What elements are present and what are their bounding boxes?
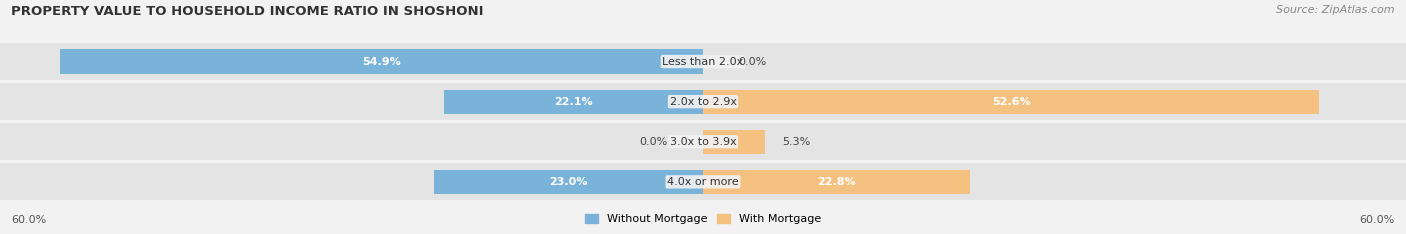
Bar — [703, 90, 1319, 114]
Text: 22.1%: 22.1% — [554, 97, 593, 107]
Text: 5.3%: 5.3% — [783, 137, 811, 147]
Text: 60.0%: 60.0% — [11, 215, 46, 225]
Text: Source: ZipAtlas.com: Source: ZipAtlas.com — [1277, 5, 1395, 15]
Bar — [703, 130, 765, 154]
Text: 2.0x to 2.9x: 2.0x to 2.9x — [669, 97, 737, 107]
Text: 23.0%: 23.0% — [550, 177, 588, 187]
Text: 4.0x or more: 4.0x or more — [668, 177, 738, 187]
Text: 54.9%: 54.9% — [361, 56, 401, 66]
Text: 22.8%: 22.8% — [817, 177, 856, 187]
Bar — [444, 90, 703, 114]
Bar — [0, 43, 1406, 80]
Text: 52.6%: 52.6% — [991, 97, 1031, 107]
Text: 60.0%: 60.0% — [1360, 215, 1395, 225]
Text: 3.0x to 3.9x: 3.0x to 3.9x — [669, 137, 737, 147]
Bar — [0, 123, 1406, 160]
Bar — [0, 83, 1406, 120]
Bar — [703, 170, 970, 194]
Bar — [59, 49, 703, 73]
Text: 0.0%: 0.0% — [738, 56, 766, 66]
Bar — [433, 170, 703, 194]
Text: Less than 2.0x: Less than 2.0x — [662, 56, 744, 66]
Legend: Without Mortgage, With Mortgage: Without Mortgage, With Mortgage — [581, 209, 825, 228]
Text: PROPERTY VALUE TO HOUSEHOLD INCOME RATIO IN SHOSHONI: PROPERTY VALUE TO HOUSEHOLD INCOME RATIO… — [11, 5, 484, 18]
Bar — [0, 163, 1406, 200]
Text: 0.0%: 0.0% — [640, 137, 668, 147]
